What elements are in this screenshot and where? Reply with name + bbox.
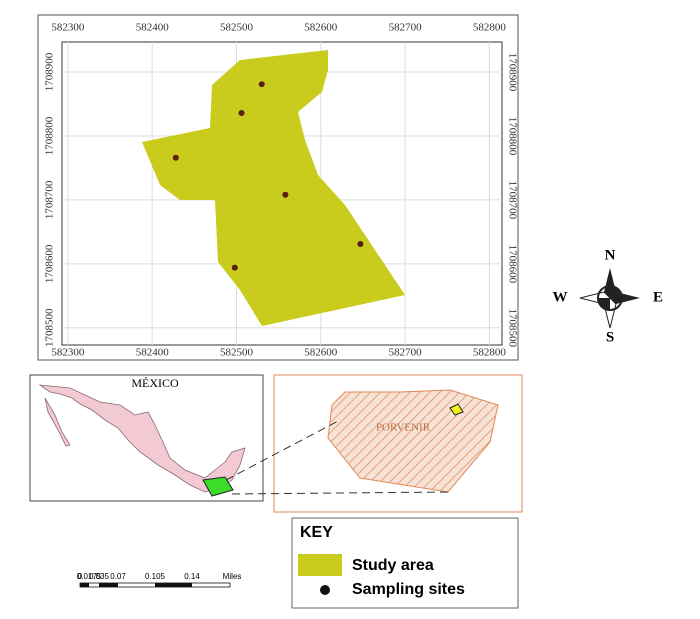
scale-label: 0.14 xyxy=(184,572,200,581)
sampling-site xyxy=(238,109,245,116)
y-tick-label: 1708800 xyxy=(506,117,518,156)
x-tick-label: 582800 xyxy=(473,22,507,34)
x-tick-label: 582300 xyxy=(51,347,85,359)
sampling-site xyxy=(258,81,265,88)
tick-labels: 582300 582300 582400 582400 582500 582500 5826… xyxy=(44,22,519,359)
x-tick-label: 582600 xyxy=(304,347,338,359)
mexico-shape xyxy=(38,384,246,493)
compass-e: E xyxy=(653,289,663,305)
sampling-site xyxy=(231,264,238,271)
scale-label: 0.0175 xyxy=(77,572,102,581)
compass-n: N xyxy=(605,247,616,263)
y-tick-label: 1708700 xyxy=(44,180,56,219)
x-tick-label: 582800 xyxy=(473,347,507,359)
y-tick-label: 1708600 xyxy=(506,245,518,284)
compass-s: S xyxy=(606,329,614,345)
scale-label: 0 xyxy=(78,572,83,581)
x-tick-label: 582400 xyxy=(136,347,170,359)
sampling-site xyxy=(172,154,179,161)
y-tick-label: 1708700 xyxy=(506,181,518,220)
key-item: Sampling sites xyxy=(352,581,465,598)
compass: N S E W xyxy=(553,247,664,345)
sampling-sites xyxy=(172,81,364,271)
y-tick-label: 1708900 xyxy=(506,53,518,92)
key-dot xyxy=(320,585,330,595)
compass-w: W xyxy=(553,289,568,305)
x-tick-label: 582300 xyxy=(51,22,85,34)
baja-california xyxy=(44,397,71,447)
key-title: KEY xyxy=(300,524,333,541)
y-tick-label: 1708800 xyxy=(44,116,56,155)
sampling-site xyxy=(357,241,364,247)
key-item: Study area xyxy=(352,557,434,574)
y-tick-label: 1708600 xyxy=(44,244,56,283)
porvenir-shape xyxy=(327,389,499,493)
study-area-marker xyxy=(449,403,464,416)
x-tick-label: 582700 xyxy=(389,22,423,34)
scale-label: 0.07 xyxy=(110,572,126,581)
x-tick-label: 582400 xyxy=(136,22,170,34)
x-tick-label: 582500 xyxy=(220,22,254,34)
locality-label: PORVENIR xyxy=(376,422,431,434)
scale-label: 0.035 xyxy=(89,572,110,581)
y-tick-label: 1708500 xyxy=(506,308,518,347)
connector-line xyxy=(225,419,341,481)
scale-unit: Miles xyxy=(223,572,242,581)
x-tick-label: 582500 xyxy=(220,347,254,359)
scale-label: 0.105 xyxy=(145,572,166,581)
y-tick-label: 1708500 xyxy=(44,308,56,347)
study-area xyxy=(142,50,405,326)
connector-line xyxy=(231,491,449,495)
country-label: MÉXICO xyxy=(131,376,179,390)
y-tick-label: 1708900 xyxy=(44,52,56,91)
key-swatch xyxy=(298,554,342,576)
x-tick-label: 582600 xyxy=(304,22,338,34)
x-tick-label: 582700 xyxy=(389,347,423,359)
oaxaca-highlight xyxy=(202,476,234,497)
sampling-site xyxy=(282,191,289,198)
